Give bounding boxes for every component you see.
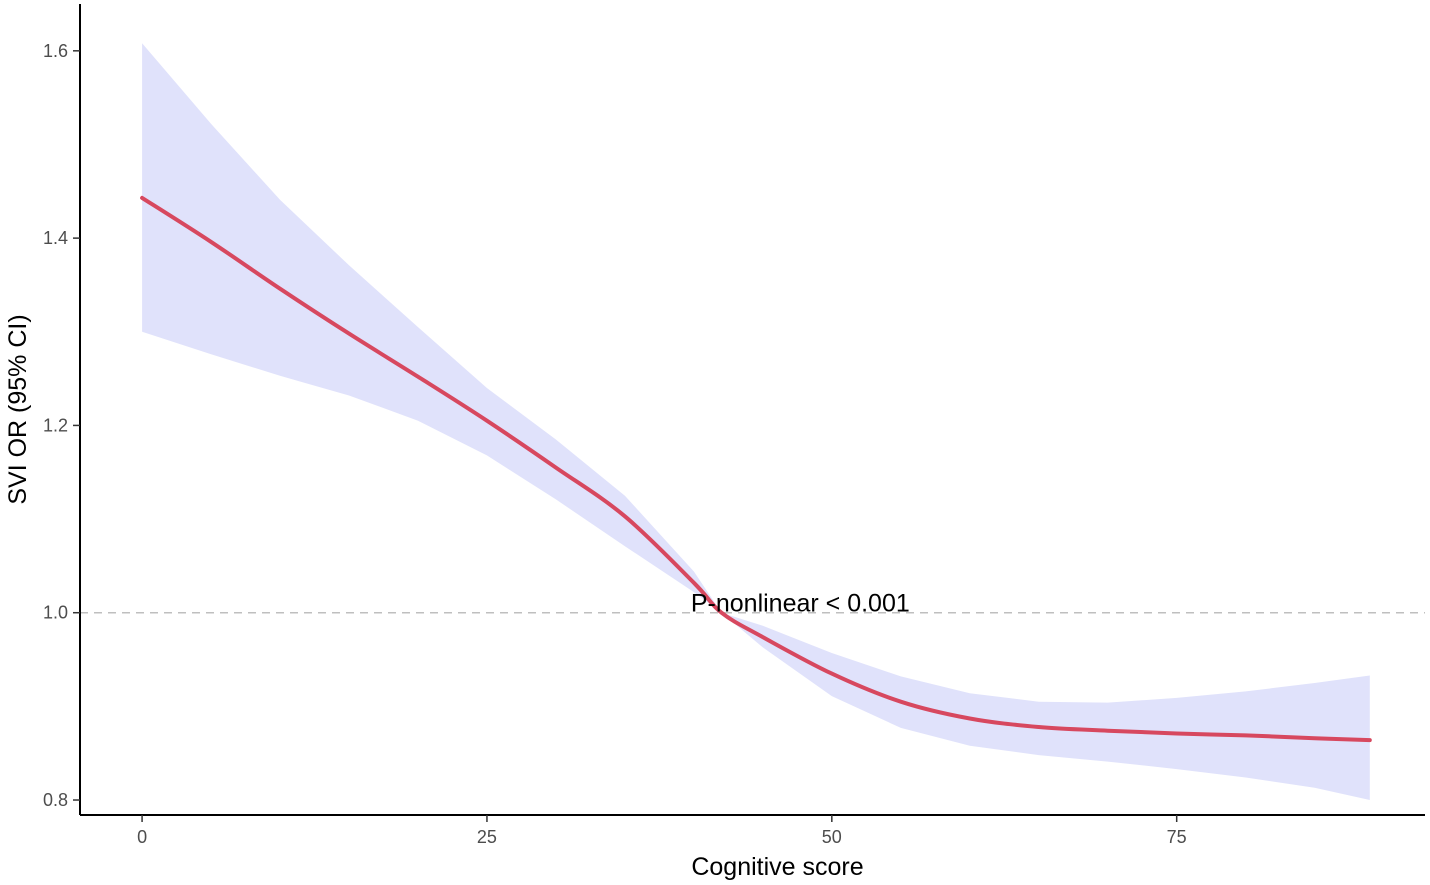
y-tick-label: 1.6 [43,41,68,61]
y-tick-label: 1.0 [43,603,68,623]
y-tick-label: 0.8 [43,790,68,810]
or-curve [140,195,1372,743]
confidence-band [142,43,1370,801]
x-tick-label: 25 [477,827,497,847]
x-tick-label: 50 [822,827,842,847]
y-ticks: 0.8 1.0 1.2 1.4 1.6 [43,41,80,810]
y-axis-title: SVI OR (95% CI) [4,314,32,504]
x-axis-title: Cognitive score [691,853,863,881]
x-tick-label: 0 [137,827,147,847]
plot-area [80,43,1425,801]
y-tick-label: 1.4 [43,228,68,248]
x-tick-label: 75 [1167,827,1187,847]
y-tick-label: 1.2 [43,415,68,435]
x-ticks: 0 25 50 75 [137,815,1187,847]
p-nonlinear-annotation: P-nonlinear < 0.001 [691,589,910,617]
axes: 0.8 1.0 1.2 1.4 1.6 0 25 50 75 [43,4,1425,847]
